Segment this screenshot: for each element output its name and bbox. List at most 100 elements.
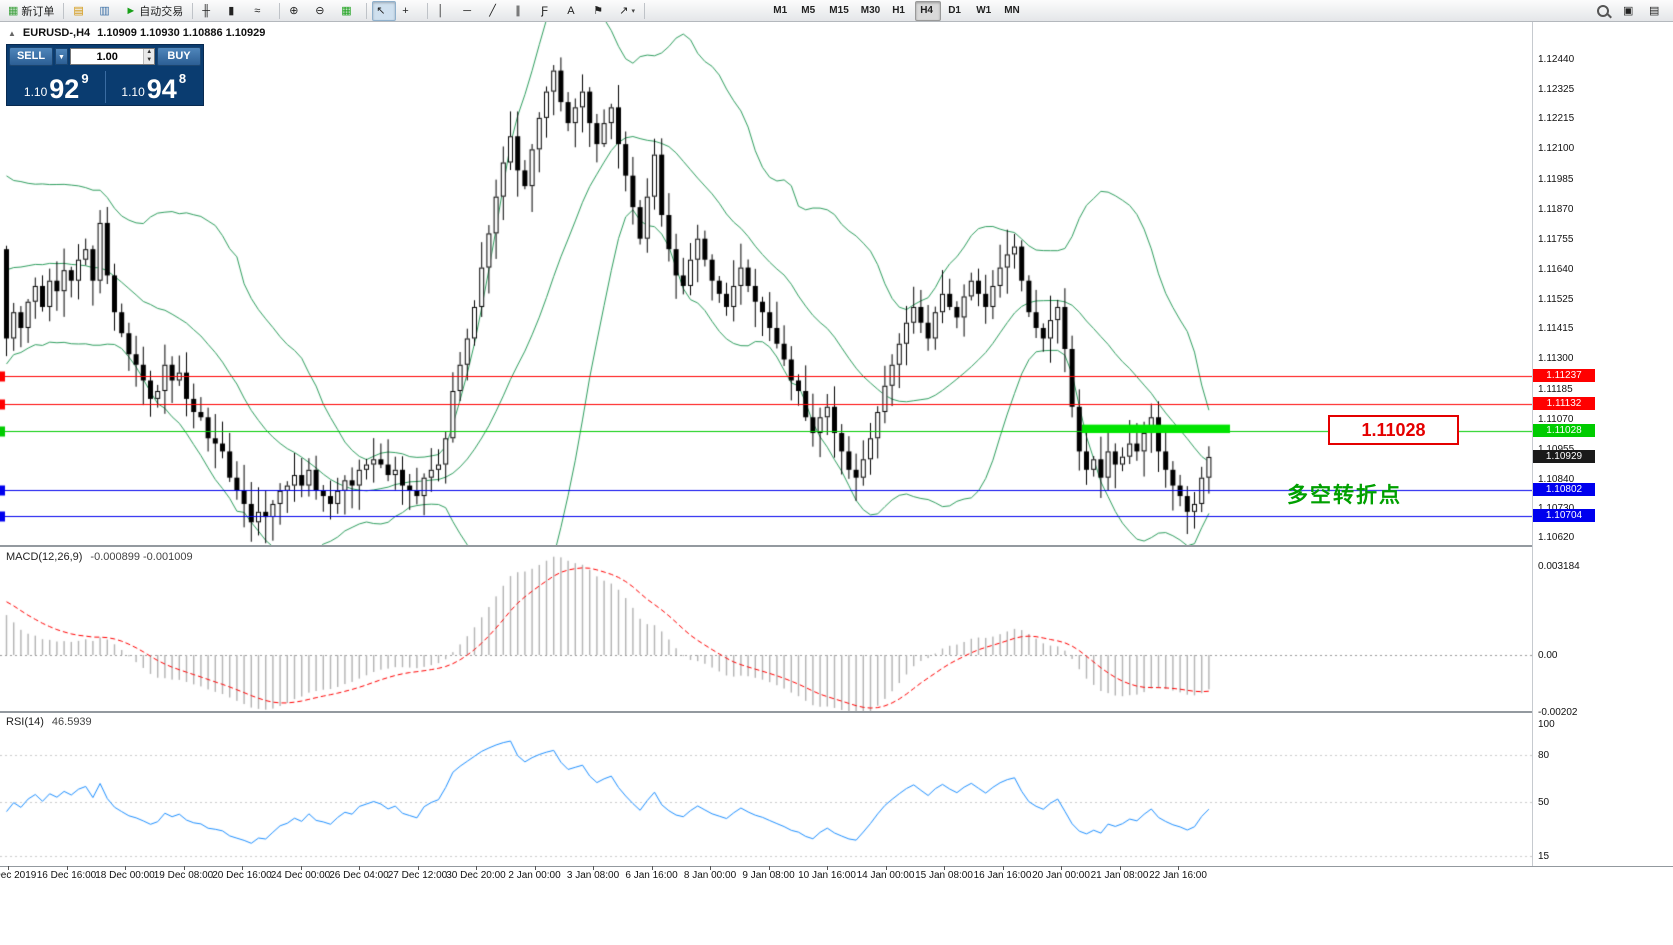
time-axis-line [0, 866, 1673, 867]
price-line-tag: 1.11237 [1533, 369, 1595, 383]
time-axis-label: 20 Jan 00:00 [1032, 870, 1090, 881]
zoom-out-button[interactable]: ⊖ [311, 1, 335, 21]
time-axis-tick [476, 866, 477, 870]
time-axis-label: 16 Dec 16:00 [36, 870, 97, 881]
chart-ohlc-header: EURUSD-,H4 1.10909 1.10930 1.10886 1.109… [8, 27, 265, 39]
timeframe-w1[interactable]: W1 [976, 5, 992, 16]
cursor-button[interactable]: ↖ [372, 0, 397, 21]
timeframe-m15[interactable]: M15 [829, 5, 849, 16]
volume-down-button[interactable]: ▼ [144, 56, 154, 64]
new-chart-button[interactable]: ▤ [69, 1, 93, 21]
new-order-button[interactable]: ▦ 新订单 [4, 1, 58, 21]
volume-up-button[interactable]: ▲ [144, 49, 154, 57]
search-button[interactable] [1593, 1, 1617, 21]
timeframe-m1[interactable]: M1 [773, 5, 788, 16]
macd-header: MACD(12,26,9) -0.000899 -0.001009 [6, 551, 193, 563]
fibonacci-button[interactable]: Ƒ [537, 1, 561, 21]
autotrading-icon: ► [125, 4, 137, 17]
sell-price-pip: 9 [81, 71, 89, 86]
line-chart-icon: ≈ [254, 4, 261, 17]
time-axis-tick [1002, 866, 1004, 870]
rsi-scale-tick: 15 [1538, 851, 1550, 862]
rsi-value: 46.5939 [51, 716, 92, 728]
price-scale-tick: 1.12325 [1538, 84, 1575, 96]
time-axis-label: 19 Dec 08:00 [153, 870, 214, 881]
tile-windows-button[interactable]: ▦ [337, 1, 361, 21]
panels-button[interactable]: ▤ [1645, 1, 1669, 21]
zoom-in-button[interactable]: ⊕ [285, 1, 309, 21]
time-axis-tick [944, 866, 945, 870]
trendline-icon: ╱ [489, 4, 496, 17]
toolbar-separator [644, 2, 646, 19]
price-chart[interactable] [0, 22, 1532, 545]
macd-label: MACD(12,26,9) [6, 551, 83, 563]
bar-chart-button[interactable]: ╫ [198, 1, 222, 21]
volume-input[interactable] [71, 49, 144, 64]
order-mode-dropdown[interactable]: ▼ [55, 48, 68, 65]
time-axis-tick [125, 866, 126, 870]
time-axis-tick [242, 866, 243, 870]
rsi-scale-tick: 80 [1538, 750, 1550, 762]
time-axis-tick [651, 866, 653, 870]
time-axis-tick [183, 866, 185, 870]
timeframe-h4[interactable]: H4 [915, 0, 942, 21]
channel-button[interactable]: ∥ [511, 1, 535, 21]
candlestick-chart-button[interactable]: ▮ [224, 1, 248, 21]
timeframe-mn[interactable]: MN [1004, 5, 1020, 16]
panels-icon: ▤ [1649, 4, 1660, 17]
text-button[interactable]: A [563, 1, 587, 21]
time-axis-tick [534, 866, 536, 870]
line-chart-button[interactable]: ≈ [250, 1, 274, 21]
trendline-button[interactable]: ╱ [485, 1, 509, 21]
price-scale-tick: 1.11755 [1538, 233, 1574, 245]
time-axis-label: 18 Dec 00:00 [95, 870, 155, 881]
buy-price-prefix: 1.10 [121, 85, 145, 99]
buy-price[interactable]: 1.10 94 8 [108, 68, 201, 106]
sell-price[interactable]: 1.10 92 9 [10, 68, 103, 106]
time-axis-label: 10 Jan 16:00 [798, 870, 856, 881]
price-macd-splitter[interactable] [0, 545, 1532, 547]
buy-button[interactable]: BUY [157, 47, 201, 66]
sell-price-prefix: 1.10 [23, 85, 48, 99]
buy-price-big: 94 [146, 74, 177, 104]
timeframe-m5[interactable]: M5 [801, 5, 816, 16]
time-axis-label: 30 Dec 20:00 [446, 870, 506, 881]
price-scale-tick: 1.12440 [1538, 54, 1575, 66]
toolbar-separator [279, 2, 281, 19]
crosshair-icon: + [402, 4, 409, 17]
time-axis-label: 8 Jan 00:00 [683, 870, 737, 881]
candlestick-chart-icon: ▮ [228, 4, 235, 17]
macd-rsi-splitter[interactable] [0, 711, 1532, 713]
timeframe-d1[interactable]: D1 [948, 5, 961, 16]
timeframe-h1[interactable]: H1 [892, 5, 905, 16]
tile-windows-icon: ▦ [341, 4, 352, 17]
time-axis-tick [768, 866, 770, 870]
time-axis-label: 27 Dec 12:00 [387, 870, 448, 881]
profiles-button[interactable]: ▥ [95, 1, 119, 21]
price-level-callout[interactable]: 1.11028 [1328, 415, 1459, 445]
time-axis-label: 22 Jan 16:00 [1149, 870, 1207, 881]
macd-chart[interactable] [0, 547, 1532, 711]
autotrading-button[interactable]: ► 自动交易 [121, 1, 187, 21]
time-axis-tick [417, 866, 419, 870]
price-line-tag: 1.11132 [1533, 396, 1595, 410]
price-scale-tick: 1.11870 [1538, 203, 1574, 215]
vertical-line-button[interactable]: │ [433, 1, 457, 21]
sell-button[interactable]: SELL [9, 47, 53, 66]
price-scale-tick: 1.10840 [1538, 474, 1575, 486]
arrow-tools-button[interactable]: ↗ ▾ [615, 1, 639, 21]
time-axis-tick [1061, 866, 1062, 870]
price-scale-tick: 1.11185 [1538, 383, 1573, 395]
label-button[interactable]: ⚑ [589, 1, 613, 21]
crosshair-button[interactable]: + [398, 1, 422, 21]
price-scale-tick: 1.10730 [1538, 503, 1574, 514]
rsi-label: RSI(14) [6, 716, 44, 728]
price-line-tag: 1.10704 [1533, 509, 1595, 523]
turning-point-note[interactable]: 多空转折点 [1287, 484, 1402, 507]
horizontal-line-button[interactable]: ─ [459, 1, 483, 21]
rsi-chart[interactable] [0, 713, 1532, 866]
window-list-button[interactable]: ▣ [1619, 1, 1643, 21]
symbol-icon [8, 27, 16, 39]
timeframe-m30[interactable]: M30 [860, 5, 881, 16]
